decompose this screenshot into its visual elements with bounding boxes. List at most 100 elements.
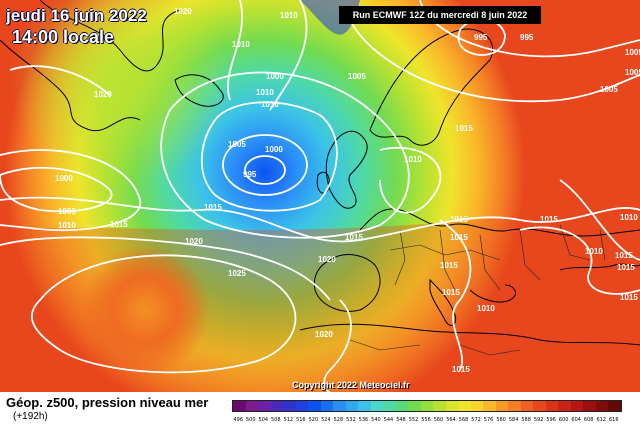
scale-swatch (470, 401, 484, 411)
pressure-label: 1025 (228, 269, 246, 278)
pressure-label: 1010 (404, 155, 422, 164)
pressure-label: 1005 (228, 140, 246, 149)
scale-tick-label: 536 (358, 417, 369, 423)
pressure-label: 1015 (452, 365, 470, 374)
border-line (479, 234, 501, 291)
isobar-1000-west (0, 166, 113, 213)
pressure-label: 1010 (261, 100, 279, 109)
scale-swatch (520, 401, 534, 411)
border-line (439, 229, 456, 291)
isobar-1020-south (323, 299, 352, 392)
scale-swatch (483, 401, 496, 411)
pressure-label: 1000 (265, 145, 283, 154)
isobar-1020 (0, 236, 331, 301)
pressure-label: 1010 (58, 221, 76, 230)
iceland-coast (174, 74, 224, 107)
scale-tick-label: 560 (433, 417, 444, 423)
pressure-label: 1010 (232, 40, 250, 49)
border-line (519, 229, 541, 281)
pressure-label: 1015 (617, 263, 635, 272)
pressure-label: 1005 (58, 207, 76, 216)
scale-swatch (320, 401, 334, 411)
pressure-label: 1020 (94, 90, 112, 99)
north-africa-coast (299, 323, 640, 346)
isobar-1025 (30, 254, 297, 374)
forecast-time-title: 14:00 locale (12, 27, 115, 47)
italy-coast (429, 278, 457, 326)
scale-tick-label: 520 (308, 417, 319, 423)
pressure-label: 1000 (55, 174, 73, 183)
scale-swatch (608, 401, 621, 411)
isobar-1005 (200, 101, 338, 212)
pressure-label: 1005 (625, 48, 640, 57)
scale-swatch (245, 401, 259, 411)
pressure-label: 1010 (280, 11, 298, 20)
z500-south-warm (0, 200, 640, 392)
pressure-label: 1000 (266, 72, 284, 81)
scale-swatch (508, 401, 521, 411)
scale-swatch (258, 401, 271, 411)
pressure-label: 1015 (450, 215, 468, 224)
color-scale (232, 400, 622, 412)
scale-swatch (583, 401, 596, 411)
forecast-map: 995 1020 1010 995 1010 1020 1005 1010 10… (0, 0, 640, 392)
pressure-label: 1020 (318, 255, 336, 264)
border-line (599, 229, 606, 261)
pressure-label: 1010 (256, 88, 274, 97)
isobar-1015-far-east (519, 226, 640, 295)
scale-tick-label: 532 (346, 417, 356, 423)
scale-swatch (420, 401, 434, 411)
isobar-1020-north (227, 0, 243, 101)
scale-swatch (383, 401, 396, 411)
border-line (389, 244, 501, 261)
balkans-coast (469, 284, 516, 303)
pressure-label: 1015 (345, 233, 363, 242)
isobar-1020-nw (9, 65, 111, 96)
scale-swatch (595, 401, 609, 411)
pressure-label: 1010 (477, 304, 495, 313)
scale-tick-label: 572 (471, 417, 481, 423)
scale-swatch (233, 401, 246, 411)
isobar-1010-se (559, 179, 640, 261)
scale-tick-label: 612 (596, 417, 606, 423)
scale-tick-label: 608 (583, 417, 594, 423)
scale-tick-label: 528 (333, 417, 344, 423)
pressure-label: 995 (474, 33, 488, 42)
pressure-label: 1015 (442, 288, 460, 297)
pressure-label: 995 (520, 33, 534, 42)
low-center-label: 995 (243, 170, 257, 179)
pressure-label: 1015 (440, 261, 458, 270)
scale-tick-label: 588 (521, 417, 531, 423)
scale-swatch (495, 401, 509, 411)
pressure-label: 1015 (540, 215, 558, 224)
isobar-1005-west (0, 149, 141, 231)
scale-swatch (333, 401, 346, 411)
scale-swatch (458, 401, 471, 411)
black-sea-coast (559, 263, 640, 271)
scale-tick-label: 600 (558, 417, 569, 423)
isobar-1015-east (439, 219, 472, 371)
scale-swatch (433, 401, 446, 411)
pressure-label: 1020 (185, 237, 203, 246)
border-line (349, 339, 421, 351)
scale-tick-label: 556 (421, 417, 431, 423)
scale-tick-label: 568 (458, 417, 469, 423)
legend-title: Géop. z500, pression niveau mer (6, 395, 209, 410)
isobar-1000 (222, 134, 308, 196)
scale-swatch (558, 401, 571, 411)
scale-swatch (308, 401, 321, 411)
scale-swatch (295, 401, 309, 411)
scale-tick-label: 576 (483, 417, 494, 423)
country-borders (349, 224, 606, 356)
pressure-label: 1005 (348, 72, 366, 81)
pressure-label: 1015 (455, 124, 473, 133)
pressure-label: 1020 (315, 330, 333, 339)
color-scale-labels: 496 500 504 508 512 516 520 524 528 532 536 540 544 5… (232, 417, 620, 425)
coastlines (0, 0, 640, 346)
pressure-label: 1010 (585, 247, 603, 256)
ireland-coast (316, 171, 330, 194)
scale-swatch (408, 401, 421, 411)
pressure-label: 1020 (174, 7, 192, 16)
scale-tick-label: 508 (271, 417, 281, 423)
